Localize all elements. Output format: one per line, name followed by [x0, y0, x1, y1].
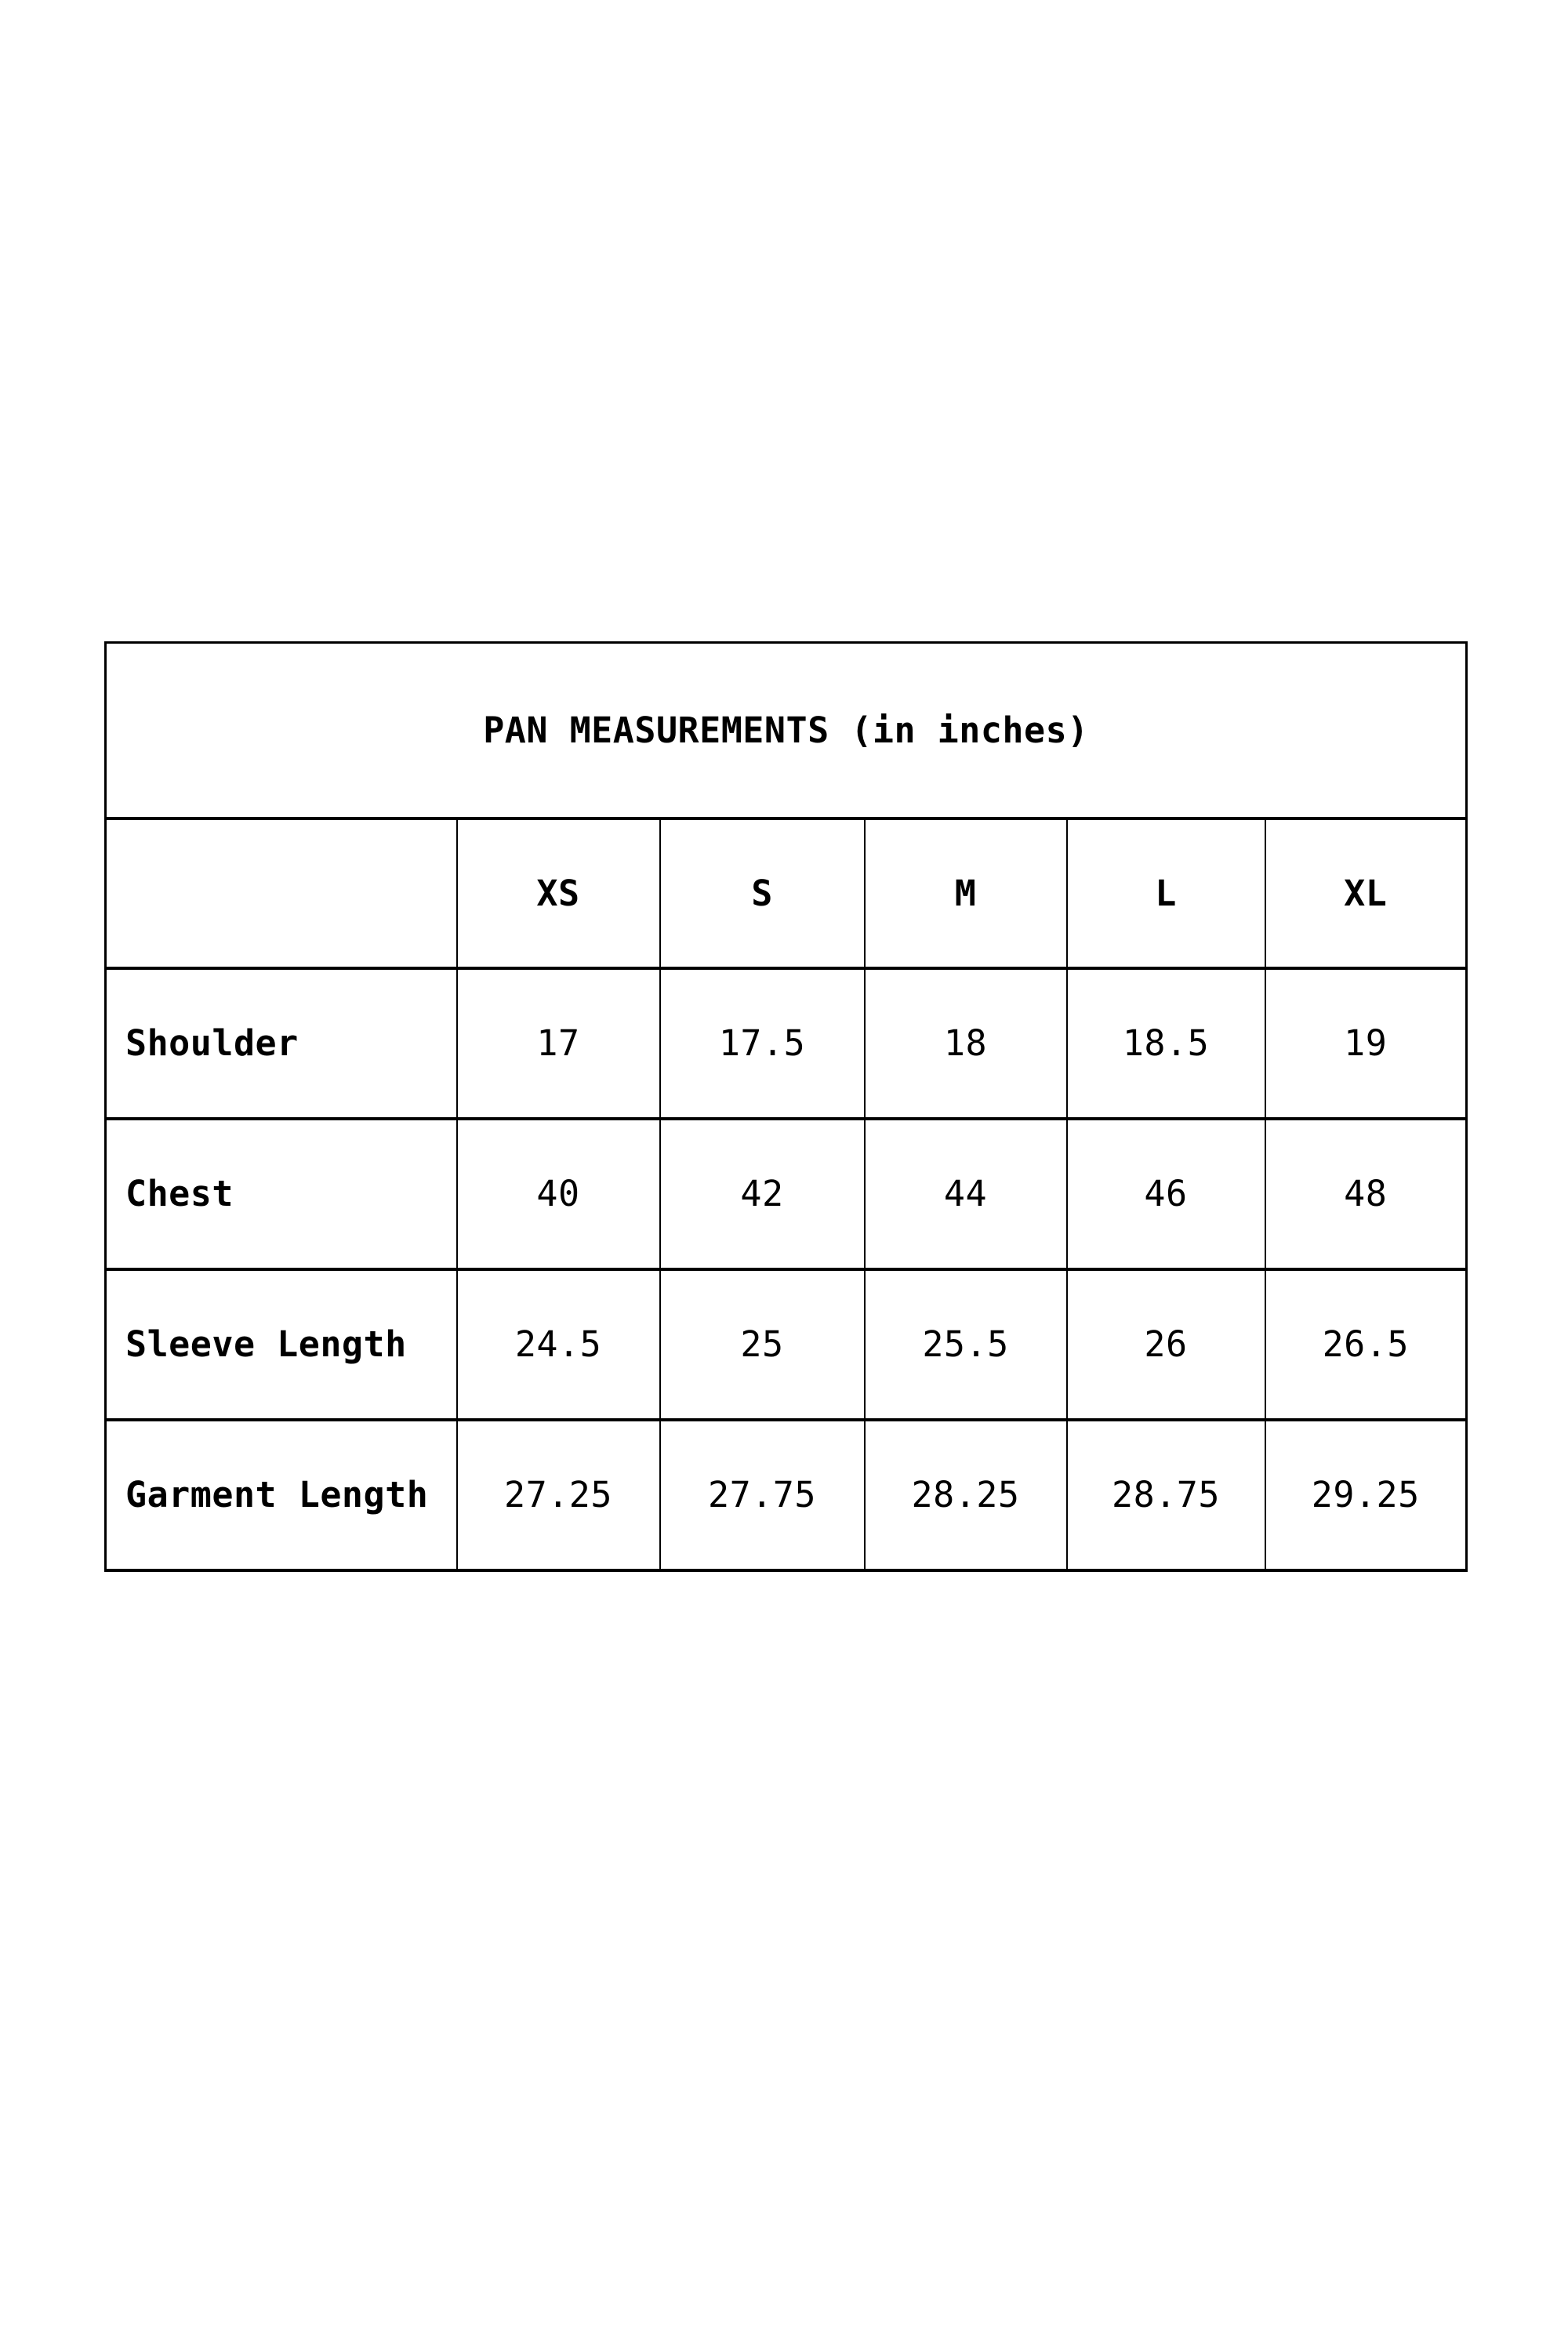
chest-xl: 48: [1264, 1116, 1468, 1271]
chest-s: 42: [659, 1116, 866, 1271]
row-label-chest: Chest: [104, 1116, 458, 1271]
shoulder-s: 17.5: [659, 966, 866, 1120]
chest-m: 44: [863, 1116, 1068, 1271]
header-empty-cell: [104, 816, 458, 970]
size-header-s: S: [659, 816, 866, 970]
row-label-sleeve-length: Sleeve Length: [104, 1267, 458, 1421]
row-label-garment-length: Garment Length: [104, 1417, 458, 1572]
garment-length-xl: 29.25: [1264, 1417, 1468, 1572]
garment-length-m: 28.25: [863, 1417, 1068, 1572]
garment-length-l: 28.75: [1065, 1417, 1266, 1572]
size-header-xl: XL: [1264, 816, 1468, 970]
sleeve-length-m: 25.5: [863, 1267, 1068, 1421]
size-chart-table: PAN MEASUREMENTS (in inches) XS S M L XL…: [104, 641, 1468, 1572]
sleeve-length-xl: 26.5: [1264, 1267, 1468, 1421]
table-row-garment-length: Garment Length 27.25 27.75 28.25 28.75 2…: [104, 1417, 1468, 1572]
chart-title: PAN MEASUREMENTS (in inches): [104, 641, 1468, 820]
size-header-l: L: [1065, 816, 1266, 970]
garment-length-s: 27.75: [659, 1417, 866, 1572]
shoulder-m: 18: [863, 966, 1068, 1120]
size-header-row: XS S M L XL: [104, 816, 1468, 970]
title-row: PAN MEASUREMENTS (in inches): [104, 641, 1468, 820]
table-row-chest: Chest 40 42 44 46 48: [104, 1116, 1468, 1271]
shoulder-xl: 19: [1264, 966, 1468, 1120]
size-header-xs: XS: [456, 816, 661, 970]
shoulder-xs: 17: [456, 966, 661, 1120]
garment-length-xs: 27.25: [456, 1417, 661, 1572]
table-row-sleeve-length: Sleeve Length 24.5 25 25.5 26 26.5: [104, 1267, 1468, 1421]
chest-l: 46: [1065, 1116, 1266, 1271]
size-header-m: M: [863, 816, 1068, 970]
sleeve-length-s: 25: [659, 1267, 866, 1421]
row-label-shoulder: Shoulder: [104, 966, 458, 1120]
shoulder-l: 18.5: [1065, 966, 1266, 1120]
table-row-shoulder: Shoulder 17 17.5 18 18.5 19: [104, 966, 1468, 1120]
sleeve-length-xs: 24.5: [456, 1267, 661, 1421]
sleeve-length-l: 26: [1065, 1267, 1266, 1421]
chest-xs: 40: [456, 1116, 661, 1271]
